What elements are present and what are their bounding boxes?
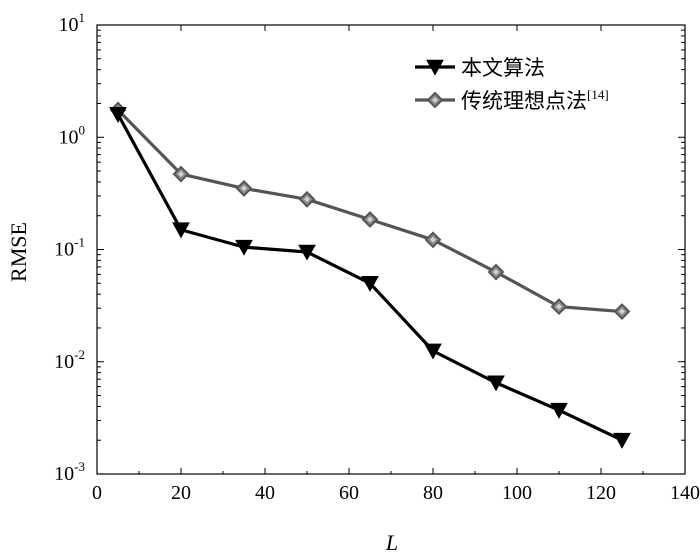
diamond-inner bbox=[619, 308, 625, 315]
x-tick-label: 40 bbox=[255, 482, 275, 504]
x-axis-title: L bbox=[385, 530, 398, 555]
series-1-point bbox=[298, 190, 316, 208]
y-tick-base: 10 bbox=[59, 14, 79, 36]
y-tick-label: 100 bbox=[59, 122, 86, 148]
y-tick-label: 101 bbox=[59, 10, 86, 36]
legend-marker-0 bbox=[426, 59, 444, 76]
series-0-point bbox=[298, 244, 316, 261]
diamond-inner bbox=[178, 171, 184, 178]
diamond-inner bbox=[430, 236, 436, 243]
legend-label-0: 本文算法 bbox=[461, 56, 545, 80]
y-tick-exponent: 1 bbox=[79, 10, 86, 25]
series-1-point bbox=[172, 165, 190, 183]
y-tick-label: 10-3 bbox=[54, 459, 85, 485]
diamond-inner bbox=[241, 185, 247, 192]
diamond-inner bbox=[493, 269, 499, 276]
y-tick-base: 10 bbox=[54, 351, 74, 373]
y-axis-title: RMSE bbox=[6, 222, 31, 282]
y-tick-exponent: -2 bbox=[74, 347, 85, 362]
series-1-point bbox=[235, 180, 253, 197]
series-1-point bbox=[613, 303, 631, 320]
series-1-point bbox=[424, 231, 442, 249]
legend-label-1: 传统理想点法[14] bbox=[461, 87, 609, 113]
series-0-point bbox=[487, 375, 505, 392]
series-0-point bbox=[550, 402, 568, 419]
y-tick-exponent: -3 bbox=[74, 459, 85, 474]
x-tick-label: 0 bbox=[92, 482, 102, 504]
series-1-point bbox=[550, 298, 568, 316]
series-1-point bbox=[487, 263, 505, 281]
series-1-point bbox=[361, 211, 379, 228]
diamond-inner bbox=[367, 216, 373, 223]
diamond-inner bbox=[432, 97, 438, 103]
x-tick-label: 140 bbox=[670, 482, 700, 504]
series-0-point bbox=[613, 432, 631, 449]
series-0-point bbox=[361, 275, 379, 292]
y-tick-base: 10 bbox=[54, 239, 74, 261]
y-tick-exponent: 0 bbox=[79, 122, 86, 137]
diamond-inner bbox=[304, 196, 310, 203]
y-tick-base: 10 bbox=[54, 463, 74, 485]
x-tick-label: 80 bbox=[423, 482, 443, 504]
legend-marker-1 bbox=[426, 91, 444, 109]
series-0-point bbox=[235, 239, 253, 256]
series-0-point bbox=[109, 107, 127, 123]
x-tick-label: 20 bbox=[171, 482, 191, 504]
x-tick-label: 60 bbox=[339, 482, 359, 504]
y-tick-base: 10 bbox=[59, 126, 79, 148]
y-tick-exponent: -1 bbox=[74, 235, 85, 250]
legend-reference: [14] bbox=[587, 87, 609, 102]
series-0-point bbox=[424, 343, 442, 360]
diamond-inner bbox=[556, 303, 562, 310]
x-tick-label: 120 bbox=[586, 482, 616, 504]
x-tick-label: 100 bbox=[502, 482, 532, 504]
y-tick-label: 10-1 bbox=[54, 235, 85, 261]
y-tick-label: 10-2 bbox=[54, 347, 85, 373]
series-0-point bbox=[172, 222, 190, 239]
